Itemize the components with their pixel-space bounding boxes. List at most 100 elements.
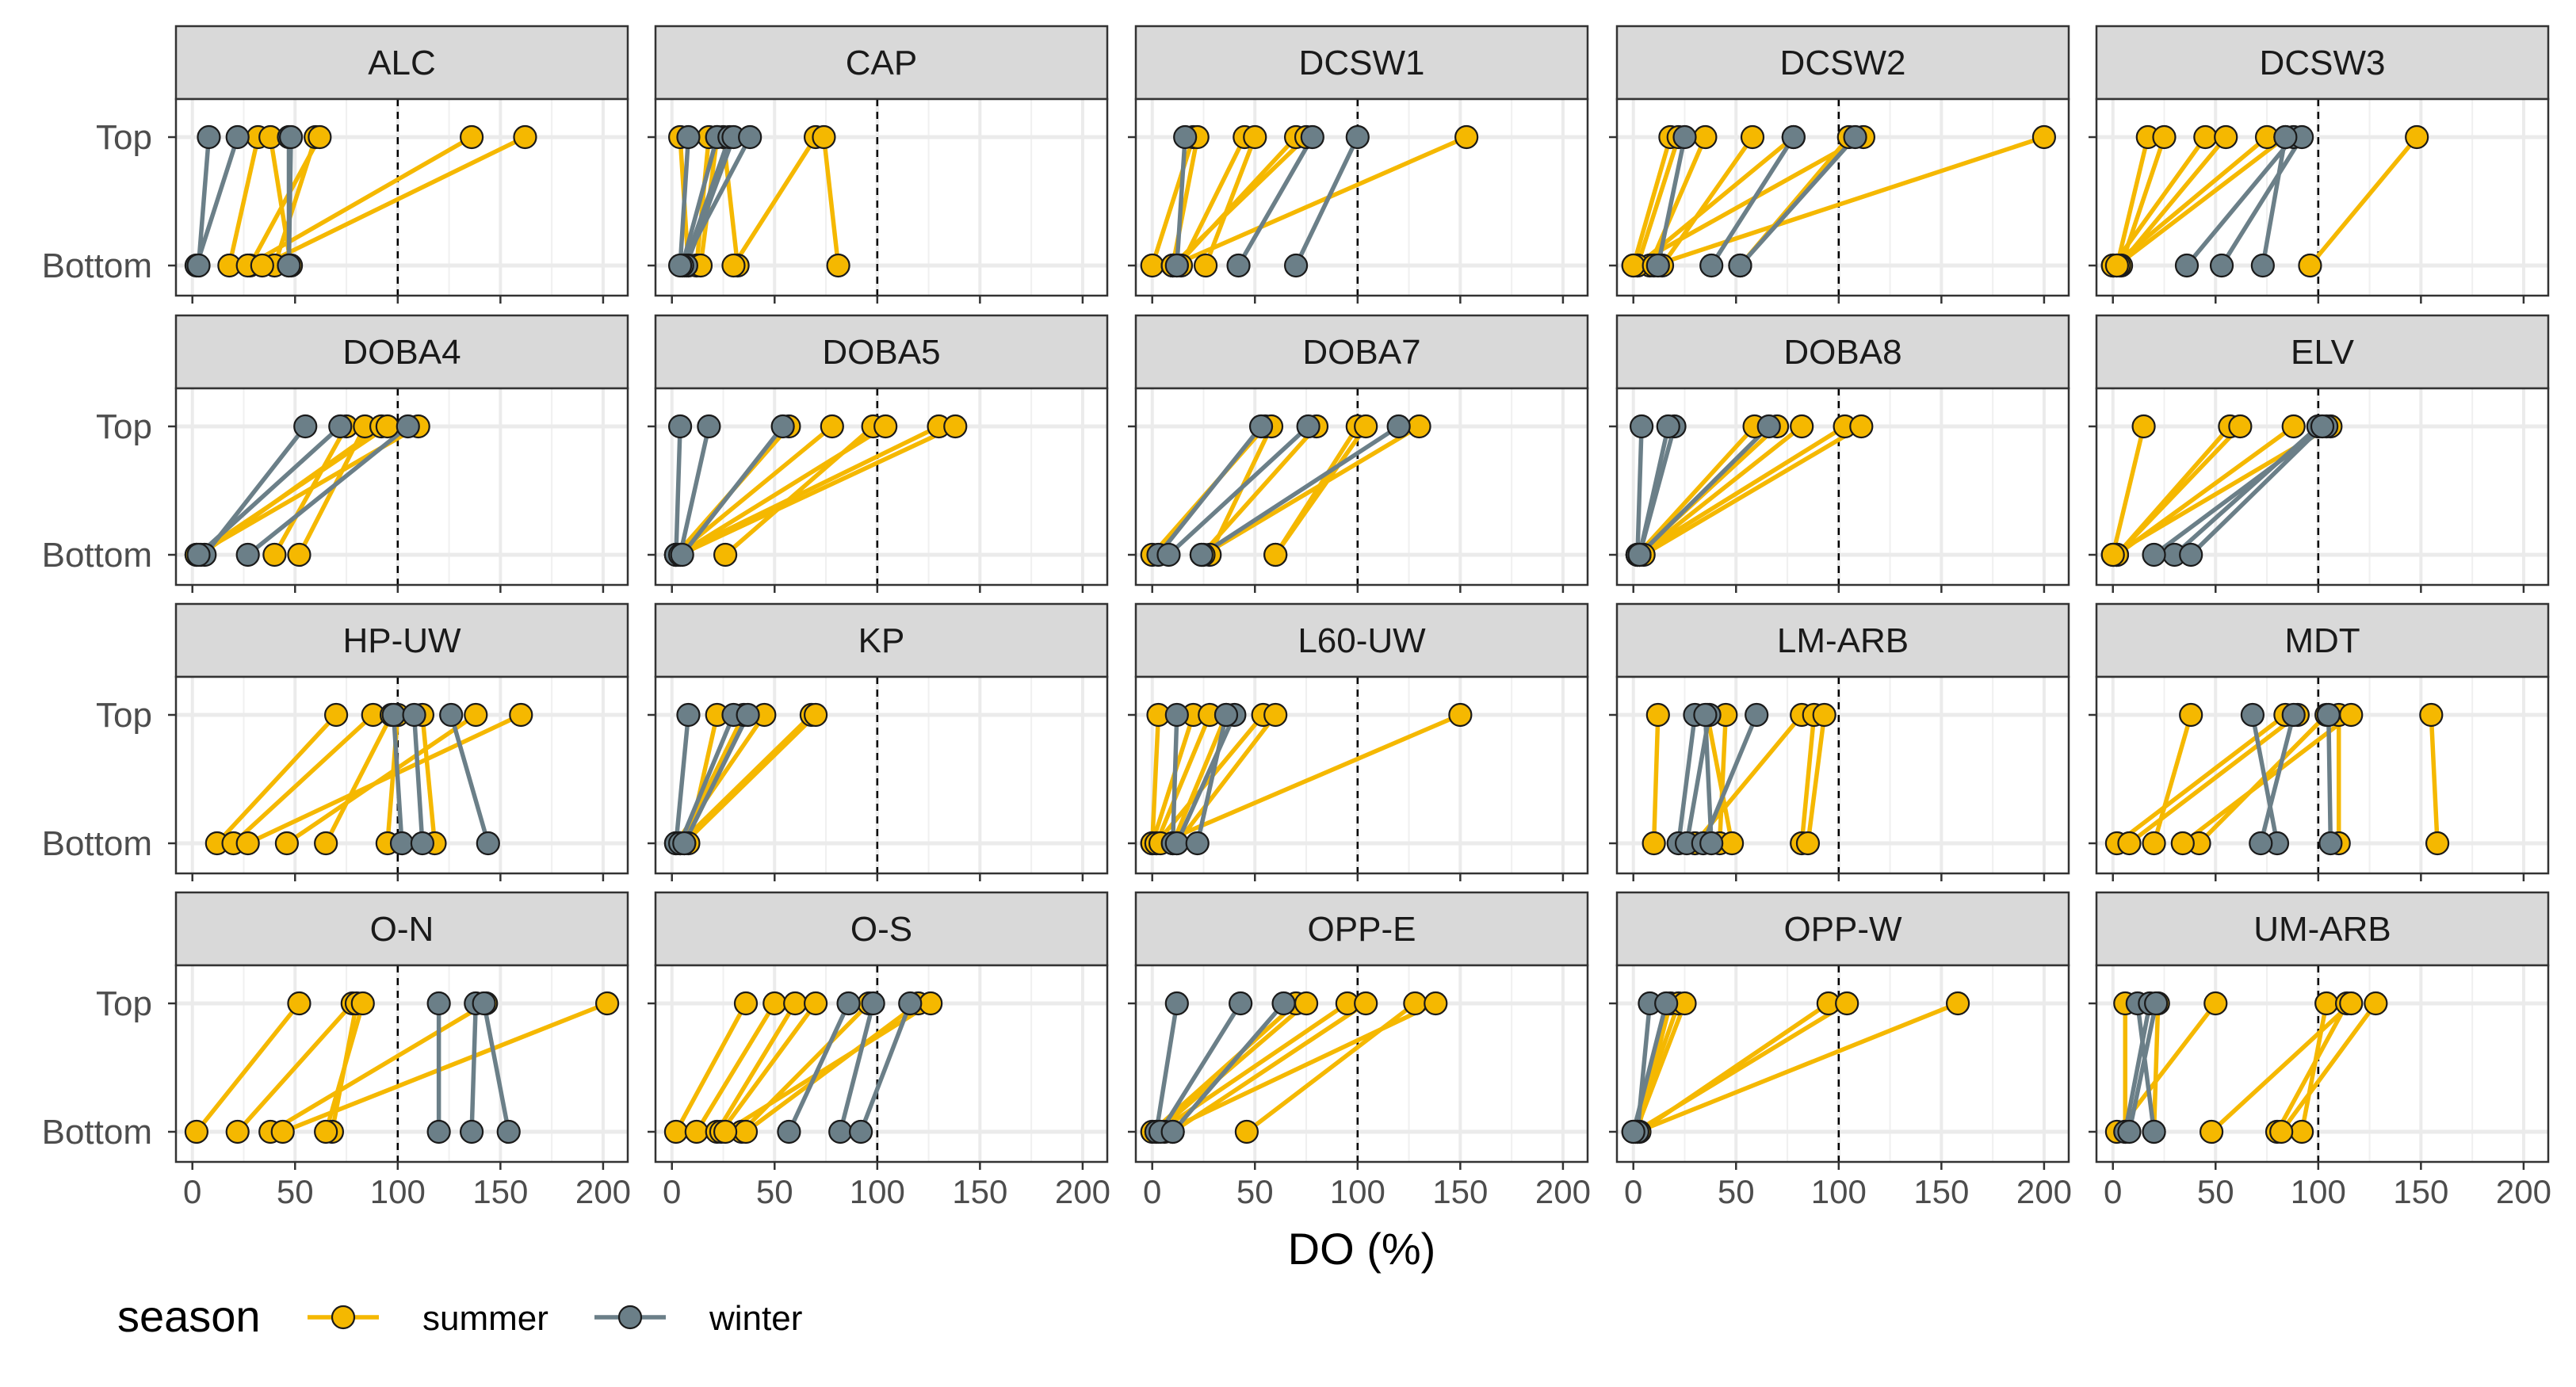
winter-point-bottom [1189, 542, 1214, 567]
summer-point-bottom [262, 542, 287, 567]
summer-line [1170, 713, 1229, 846]
strip-label: DCSW3 [2260, 44, 2386, 82]
summer-point-top [323, 702, 349, 728]
summer-line [694, 135, 712, 268]
strip-background [1134, 891, 1589, 967]
winter-line [1170, 713, 1179, 846]
winter-line [679, 135, 752, 268]
x-tick-label: 200 [1055, 1173, 1110, 1210]
strip-background [174, 602, 629, 678]
strip-background [654, 314, 1109, 390]
summer-point-top [2339, 991, 2364, 1016]
winter-line [449, 713, 491, 846]
winter-point-top [1229, 991, 1253, 1016]
winter-point-top [197, 124, 221, 150]
y-tick-label: Top [96, 984, 152, 1023]
winter-point-bottom [2209, 253, 2234, 278]
winter-point-top [2144, 991, 2169, 1016]
panel-border [1134, 964, 1589, 1163]
summer-line [2110, 424, 2146, 557]
winter-point-bottom [459, 1119, 484, 1144]
strip-label: OPP-W [1783, 910, 1902, 949]
summer-point-bottom [2104, 253, 2130, 278]
winter-point-top [402, 702, 426, 728]
strip-background [174, 891, 629, 967]
panel-border [2095, 387, 2550, 587]
summer-point-top [803, 702, 828, 728]
summer-point-top [2281, 414, 2306, 439]
summer-point-bottom [733, 1119, 759, 1144]
summer-line [2151, 1001, 2161, 1134]
summer-point-top [2214, 124, 2238, 150]
winter-point-bottom [1185, 831, 1210, 856]
panel-L60-UW: L60-UW [1128, 602, 1589, 881]
x-tick-label: 150 [472, 1173, 528, 1210]
summer-line [235, 1001, 355, 1134]
summer-line [2115, 424, 2243, 557]
panel-OPP-E: OPP-E 0 50 100 150 200 [1128, 891, 1591, 1210]
summer-point-bottom [2199, 1119, 2224, 1144]
y-tick-label: Top [96, 696, 152, 735]
strip-label: ELV [2291, 333, 2355, 372]
summer-point-top [943, 414, 968, 439]
winter-point-bottom [667, 253, 693, 278]
summer-line [1630, 135, 1866, 268]
x-tick-label: 0 [183, 1173, 201, 1210]
summer-point-top [1407, 414, 1431, 439]
summer-line [1717, 713, 1729, 846]
summer-point-top [1263, 702, 1288, 728]
summer-point-bottom [2142, 831, 2166, 856]
summer-point-bottom [721, 253, 746, 278]
summer-line [1705, 713, 1734, 846]
x-tick-label: 50 [1718, 1173, 1755, 1210]
panel-O-N: O-N Bottom Top 0 50 100 150 200 [42, 891, 631, 1210]
summer-line [1635, 424, 1848, 557]
summer-point-bottom [1795, 831, 1821, 856]
winter-line [1737, 135, 1858, 268]
panel-border [654, 675, 1109, 875]
summer-line [1154, 1001, 1309, 1134]
winter-line [2188, 424, 2325, 557]
summer-point-top [733, 991, 759, 1016]
strip-label: UM-ARB [2253, 910, 2391, 949]
summer-line [694, 1001, 778, 1134]
winter-point-top [1654, 991, 1679, 1016]
panel-DOBA7: DOBA7 [1128, 314, 1589, 593]
summer-line [1179, 135, 1248, 268]
winter-point-top [2310, 414, 2335, 439]
winter-line [1703, 713, 1714, 846]
winter-point-top [293, 414, 318, 439]
winter-line [679, 135, 720, 268]
summer-point-top [919, 991, 943, 1016]
legend-label: winter [709, 1299, 802, 1338]
summer-line [714, 1001, 797, 1134]
x-tick-label: 100 [370, 1173, 426, 1210]
summer-point-top [820, 414, 844, 439]
panel-border [1134, 675, 1589, 875]
summer-line [245, 135, 474, 268]
summer-line [2275, 1001, 2349, 1134]
winter-point-bottom [2179, 542, 2203, 567]
x-tick-label: 150 [2393, 1173, 2448, 1210]
winter-point-bottom [389, 831, 415, 856]
strip-background [1134, 602, 1589, 678]
summer-point-top [2152, 124, 2177, 150]
legend-entries: summer winter [308, 1299, 802, 1338]
y-tick-label: Bottom [42, 536, 152, 575]
winter-point-bottom [476, 831, 500, 856]
winter-line [1199, 424, 1401, 557]
strip-label: OPP-E [1308, 910, 1416, 949]
winter-line [1194, 713, 1229, 846]
summer-point-bottom [2117, 831, 2142, 856]
strip-label: DOBA4 [342, 333, 461, 372]
strip-label: O-S [850, 910, 912, 949]
y-tick-label: Bottom [42, 1113, 152, 1152]
winter-point-top [738, 124, 762, 150]
summer-line [1149, 135, 1196, 268]
summer-point-bottom [713, 1119, 738, 1144]
summer-point-top [2193, 124, 2218, 150]
summer-point-top [1849, 414, 1874, 439]
summer-point-top [1454, 124, 1479, 150]
legend-key-point [617, 1305, 643, 1330]
winter-point-bottom [2250, 253, 2275, 278]
